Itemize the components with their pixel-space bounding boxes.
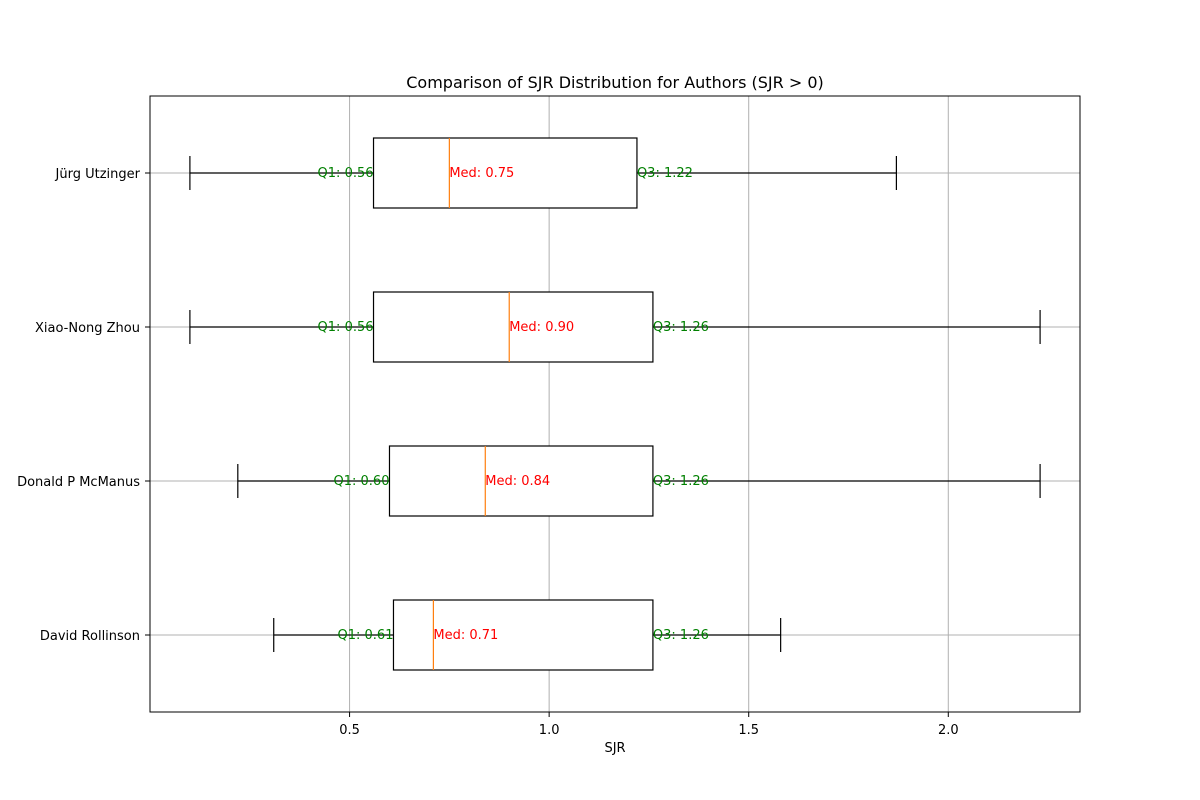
x-tick-label: 0.5 xyxy=(339,723,360,738)
y-tick-label: David Rollinson xyxy=(40,629,140,644)
x-tick-label: 1.5 xyxy=(738,723,759,738)
q1-label: Q1: 0.56 xyxy=(318,166,374,181)
q3-label: Q3: 1.22 xyxy=(637,166,693,181)
q1-label: Q1: 0.56 xyxy=(318,320,374,335)
box-group: Q1: 0.56 Med: 0.90 Q3: 1.26 xyxy=(189,291,1041,363)
box-group: Q1: 0.56 Med: 0.75 Q3: 1.22 xyxy=(189,137,897,209)
median-label: Med: 0.90 xyxy=(509,320,574,335)
q3-label: Q3: 1.26 xyxy=(653,474,709,489)
iqr-box xyxy=(392,599,654,671)
median-label: Med: 0.84 xyxy=(485,474,550,489)
y-tick-label: Xiao-Nong Zhou xyxy=(35,321,140,336)
x-tick-label: 1.0 xyxy=(539,723,560,738)
q3-label: Q3: 1.26 xyxy=(653,628,709,643)
x-tick-label: 2.0 xyxy=(938,723,959,738)
plot-frame xyxy=(149,95,1081,713)
x-axis-label: SJR xyxy=(604,741,625,756)
plot-area: 0.5 1.0 1.5 2.0 David Rollinson Donald P McMa… xyxy=(17,95,1081,738)
median-label: Med: 0.75 xyxy=(449,166,514,181)
q1-label: Q1: 0.60 xyxy=(334,474,390,489)
median-label: Med: 0.71 xyxy=(433,628,498,643)
box-group: Q1: 0.60 Med: 0.84 Q3: 1.26 xyxy=(237,445,1041,517)
y-tick-label: Donald P McManus xyxy=(17,475,140,490)
iqr-box xyxy=(372,291,654,363)
q1-label: Q1: 0.61 xyxy=(338,628,394,643)
iqr-box xyxy=(388,445,654,517)
y-tick-label: Jürg Utzinger xyxy=(55,167,141,182)
chart-title: Comparison of SJR Distribution for Autho… xyxy=(406,73,824,92)
q3-label: Q3: 1.26 xyxy=(653,320,709,335)
box-group: Q1: 0.61 Med: 0.71 Q3: 1.26 xyxy=(273,599,782,671)
iqr-box xyxy=(372,137,638,209)
